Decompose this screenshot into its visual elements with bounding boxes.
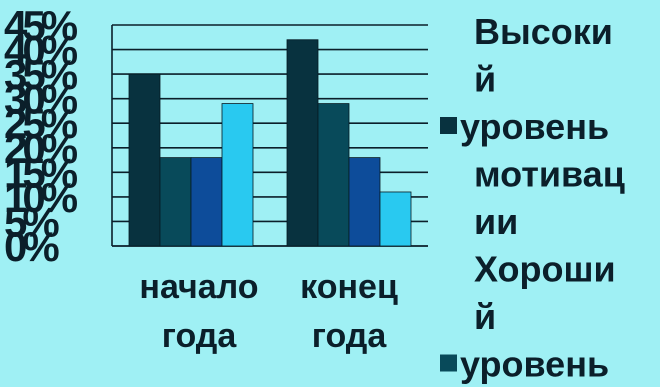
x-tick-label: конец bbox=[300, 268, 398, 306]
bar-2-series-3 bbox=[348, 157, 381, 247]
legend-entry: уровень bbox=[460, 344, 609, 385]
legend-entry: уровень bbox=[460, 106, 609, 147]
bar-1-series-1 bbox=[128, 73, 161, 247]
bar-2-series-1 bbox=[286, 39, 319, 247]
bar-1-series-4 bbox=[221, 103, 254, 247]
x-tick-label: года bbox=[162, 317, 238, 355]
legend-swatch bbox=[440, 354, 457, 372]
legend-entry: й bbox=[474, 59, 496, 100]
y-tick-label: 0% bbox=[4, 223, 59, 270]
y-tick-label: 15% bbox=[4, 149, 78, 196]
legend-entry: Хороши bbox=[474, 249, 616, 290]
y-tick-label: 5% bbox=[4, 198, 59, 245]
bar-1-series-2 bbox=[159, 157, 192, 247]
y-tick-label: 45% bbox=[4, 2, 78, 49]
y-tick-label: 35% bbox=[4, 51, 78, 98]
legend-entry: мотивац bbox=[474, 154, 625, 195]
y-tick-label: 10% bbox=[4, 174, 78, 221]
y-tick-label: 40% bbox=[4, 27, 78, 74]
legend-entry: ии bbox=[474, 201, 518, 242]
y-tick-label: 25% bbox=[4, 100, 78, 147]
x-tick-label: года bbox=[312, 317, 388, 355]
bar-1-series-3 bbox=[190, 157, 223, 247]
bar-2-series-4 bbox=[379, 191, 412, 247]
bar-2-series-2 bbox=[317, 103, 350, 247]
legend-swatch bbox=[440, 117, 457, 134]
legend-entry: Высоки bbox=[474, 11, 613, 52]
x-tick-label: начало bbox=[139, 268, 258, 306]
legend-entry: й bbox=[474, 296, 496, 337]
y-tick-label: 30% bbox=[4, 76, 78, 123]
y-tick-label: 20% bbox=[4, 125, 78, 172]
